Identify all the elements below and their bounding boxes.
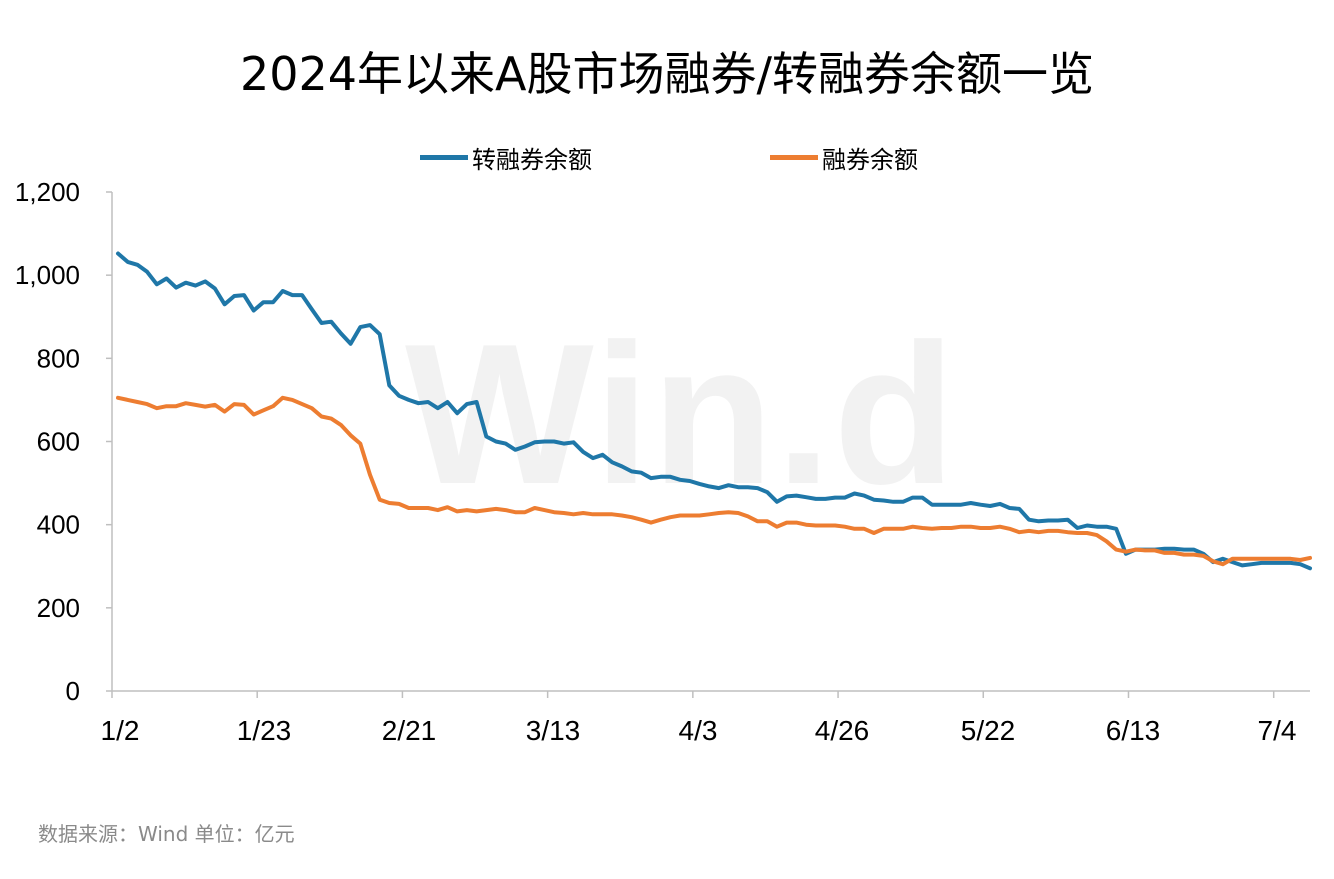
- series-line-2: [116, 395, 1312, 567]
- legend-item-series-2: 融券余额: [770, 140, 918, 175]
- y-tick-label: 0: [66, 676, 80, 706]
- y-tick-label: 1,200: [15, 177, 80, 207]
- x-tick-label: 6/13: [1106, 715, 1161, 746]
- legend-swatch-series-1: [420, 155, 468, 160]
- x-tick-label: 3/13: [526, 715, 581, 746]
- legend-swatch-series-2: [770, 155, 818, 160]
- x-tick-label: 1/23: [237, 715, 292, 746]
- y-tick-label: 600: [37, 427, 80, 457]
- x-tick-label: 5/22: [961, 715, 1016, 746]
- source-note: 数据来源：Wind 单位：亿元: [38, 822, 295, 846]
- x-tick-label: 7/4: [1258, 715, 1297, 746]
- y-tick-label: 200: [37, 593, 80, 623]
- y-tick-label: 800: [37, 343, 80, 373]
- x-tick-label: 4/26: [815, 715, 870, 746]
- y-tick-label: 1,000: [15, 260, 80, 290]
- legend-item-series-1: 转融券余额: [420, 140, 592, 175]
- y-tick-label: 400: [37, 510, 80, 540]
- watermark: Win.d: [405, 303, 958, 526]
- legend-label-series-2: 融券余额: [822, 146, 918, 174]
- x-tick-label: 4/3: [679, 715, 718, 746]
- series-line-1: [116, 251, 1312, 571]
- x-tick-label: 1/2: [101, 715, 140, 746]
- x-tick-label: 2/21: [382, 715, 437, 746]
- legend-label-series-1: 转融券余额: [472, 146, 592, 174]
- chart-title: 2024年以来A股市场融券/转融券余额一览: [239, 47, 1095, 101]
